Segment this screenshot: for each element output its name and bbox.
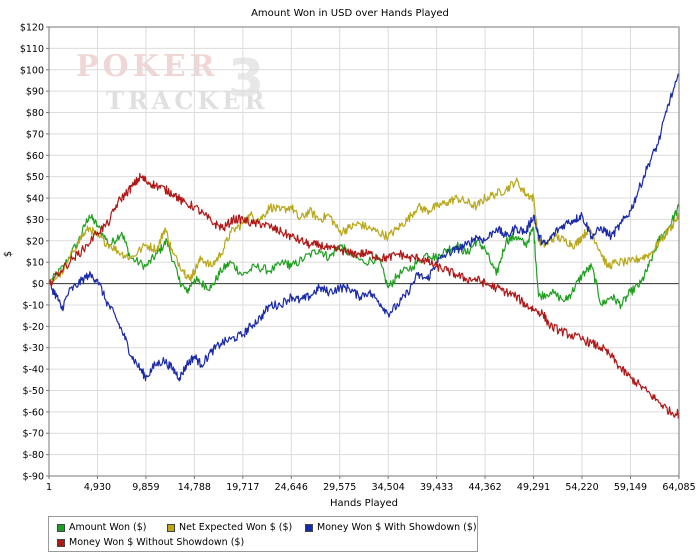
svg-text:3: 3: [228, 49, 264, 109]
legend-item-amount-won: Amount Won ($): [57, 522, 147, 533]
svg-text:POKER: POKER: [76, 49, 219, 84]
y-tick-label: $-90: [22, 472, 44, 483]
y-tick-label: $30: [26, 215, 44, 226]
y-tick-label: $60: [26, 151, 44, 162]
y-tick-label: $110: [20, 44, 44, 55]
x-tick-label: 34,504: [372, 482, 405, 493]
y-tick-label: $-10: [22, 300, 44, 311]
legend-label: Money Won $ Without Showdown ($): [69, 537, 245, 548]
y-tick-label: $120: [20, 23, 44, 34]
legend-swatch-net-expected: [167, 523, 175, 532]
y-axis-ticks: $120 $110 $100 $90 $80 $70 $60 $50 $40 $30 $20 $10 $…: [20, 23, 49, 483]
x-tick-label: 44,362: [468, 482, 501, 493]
y-tick-label: $10: [26, 258, 44, 269]
legend-item-with-showdown: Money Won $ With Showdown ($): [305, 522, 477, 533]
x-tick-label: 64,085: [662, 482, 695, 493]
x-tick-label: 1: [46, 482, 52, 493]
legend-item-net-expected: Net Expected Won $ ($): [167, 522, 292, 533]
legend: Amount Won ($) Net Expected Won $ ($) Mo…: [48, 516, 478, 552]
x-tick-label: 4,930: [84, 482, 111, 493]
series-line-2: [48, 73, 680, 382]
legend-swatch-without-showdown: [57, 538, 65, 547]
legend-swatch-with-showdown: [305, 523, 313, 532]
y-tick-label: $-70: [22, 429, 44, 440]
y-tick-label: $-80: [22, 450, 44, 461]
x-axis-ticks: 1 4,930 9,859 14,788 19,717 24,646 29,575 34,50…: [46, 476, 696, 493]
y-tick-label: $-20: [22, 322, 44, 333]
y-tick-label: $-40: [22, 365, 44, 376]
y-tick-label: $40: [26, 194, 44, 205]
legend-label: Money Won $ With Showdown ($): [317, 522, 477, 533]
x-axis-label: Hands Played: [330, 498, 398, 509]
series-lines: [48, 73, 680, 419]
legend-label: Amount Won ($): [69, 522, 147, 533]
chart-title: Amount Won in USD over Hands Played: [251, 8, 449, 19]
watermark: POKER TRACKER 3: [76, 49, 265, 115]
y-tick-label: $-60: [22, 407, 44, 418]
x-tick-label: 39,433: [420, 482, 453, 493]
y-axis-label: $: [3, 251, 14, 257]
legend-label: Net Expected Won $ ($): [179, 522, 293, 533]
y-tick-label: $0: [32, 279, 44, 290]
series-line-1: [48, 177, 680, 284]
legend-swatch-amount-won: [57, 523, 65, 532]
y-tick-label: $50: [26, 172, 44, 183]
x-tick-label: 54,220: [565, 482, 598, 493]
y-tick-label: $20: [26, 236, 44, 247]
y-tick-label: $70: [26, 129, 44, 140]
series-line-0: [48, 203, 680, 310]
series-line-3: [48, 172, 680, 419]
x-tick-label: 49,291: [517, 482, 550, 493]
y-tick-label: $80: [26, 108, 44, 119]
x-tick-label: 59,149: [614, 482, 647, 493]
y-tick-label: $-30: [22, 343, 44, 354]
y-tick-label: $90: [26, 87, 44, 98]
legend-item-without-showdown: Money Won $ Without Showdown ($): [57, 537, 244, 548]
y-tick-label: $100: [20, 65, 44, 76]
plot-frame: [48, 26, 680, 477]
y-tick-label: $-50: [22, 386, 44, 397]
x-tick-label: 24,646: [275, 482, 308, 493]
x-tick-label: 19,717: [226, 482, 259, 493]
x-tick-label: 29,575: [323, 482, 356, 493]
x-tick-label: 14,788: [178, 482, 211, 493]
x-tick-label: 9,859: [132, 482, 159, 493]
